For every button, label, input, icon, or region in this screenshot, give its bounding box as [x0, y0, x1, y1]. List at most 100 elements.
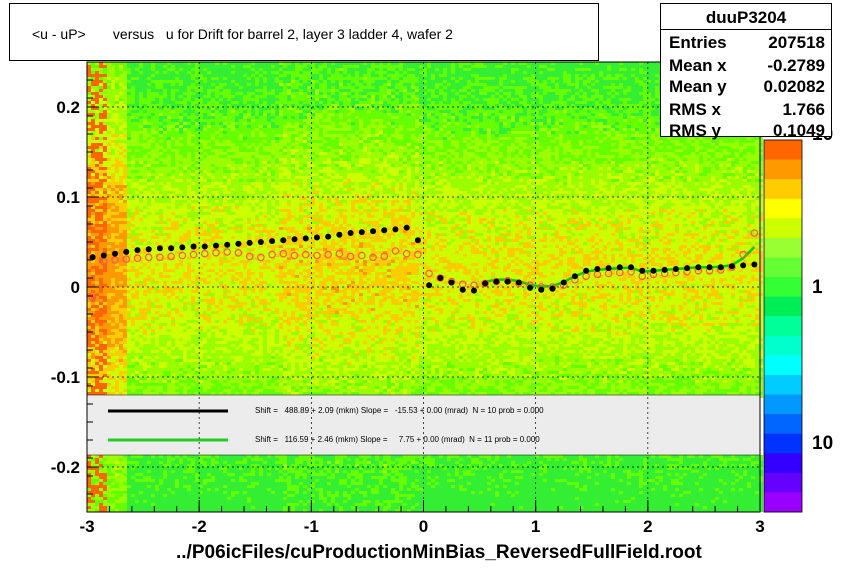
data-point-red: [492, 277, 501, 286]
palette-swatch: [764, 374, 802, 396]
z-tick-label: 1: [812, 277, 823, 298]
data-point-black: [291, 236, 298, 243]
data-point-black: [325, 233, 332, 240]
x-tick-label: 3: [755, 517, 764, 536]
data-point-black: [358, 229, 365, 236]
data-point-red: [100, 257, 108, 266]
data-point-red: [111, 256, 119, 264]
data-point-black: [426, 282, 433, 289]
data-point-red: [414, 250, 422, 259]
legend-entry-green: Shift = 116.59 + 2.46 (mkm) Slope = 7.75…: [255, 435, 540, 444]
data-point-red: [335, 249, 344, 258]
data-point-black: [538, 286, 545, 293]
data-point-black: [695, 264, 702, 271]
data-point-black: [740, 262, 747, 269]
palette-swatch: [764, 492, 802, 513]
data-point-red: [268, 250, 276, 259]
data-point-black: [145, 246, 152, 253]
data-point-red: [212, 249, 220, 257]
data-point-black: [560, 279, 567, 286]
data-point-red: [223, 248, 232, 256]
data-point-red: [245, 252, 254, 261]
data-point-red: [369, 253, 377, 262]
data-point-black: [336, 231, 343, 238]
palette-swatch: [764, 453, 802, 474]
x-tick-label: -2: [192, 517, 207, 536]
data-point-red: [313, 251, 321, 260]
data-point-black: [583, 267, 590, 274]
x-tick-label: 1: [531, 517, 540, 536]
legend-entry-black: Shift = 488.89 + 2.09 (mkm) Slope = -15.…: [255, 406, 544, 415]
data-point-red: [481, 279, 489, 288]
data-point-black: [639, 267, 646, 274]
data-point-black: [403, 224, 410, 231]
stats-name: duuP3204: [661, 8, 831, 28]
data-point-red: [391, 247, 400, 255]
y-tick-label: 0: [71, 278, 80, 297]
data-point-black: [313, 234, 320, 241]
stats-box: duuP3204 Entries 207518 Mean x -0.2789 M…: [660, 3, 832, 140]
data-point-red: [346, 252, 355, 261]
data-point-black: [168, 245, 175, 252]
stats-separator: [661, 29, 831, 30]
legend-box: [86, 394, 761, 456]
data-point-black: [257, 239, 264, 245]
palette-swatch: [764, 433, 802, 454]
x-axis-title: ../P06icFiles/cuProductionMinBias_Revers…: [176, 542, 702, 564]
data-point-black: [504, 278, 511, 285]
data-point-black: [212, 242, 219, 249]
data-point-black: [459, 286, 466, 293]
y-tick-label: 0.2: [56, 98, 80, 117]
data-point-black: [706, 264, 713, 271]
stats-value: 0.02082: [764, 77, 825, 97]
data-point-black: [302, 235, 309, 242]
data-point-black: [672, 266, 679, 272]
data-point-red: [436, 274, 445, 282]
data-point-black: [493, 278, 500, 285]
data-point-black: [751, 261, 758, 268]
palette-swatch: [764, 257, 802, 278]
stats-label: Entries: [669, 33, 727, 53]
y-tick-label: -0.2: [51, 458, 80, 477]
stats-label: Mean x: [669, 56, 727, 76]
data-point-black: [269, 238, 276, 245]
data-point-black: [717, 264, 724, 271]
data-point-red: [189, 250, 198, 259]
data-point-red: [178, 251, 187, 260]
palette-swatch: [764, 355, 802, 376]
data-point-black: [650, 267, 657, 274]
data-point-black: [190, 243, 197, 250]
palette-swatch: [764, 414, 802, 435]
palette-swatch: [764, 237, 802, 258]
palette-swatch: [764, 316, 802, 337]
data-point-black: [89, 254, 96, 261]
data-point-red: [122, 255, 131, 263]
x-tick-label: -3: [79, 517, 94, 536]
stats-label: Mean y: [669, 77, 727, 97]
palette-swatch: [764, 179, 802, 200]
data-point-black: [728, 263, 735, 270]
palette-swatch: [764, 296, 802, 317]
palette-swatch: [764, 159, 802, 180]
data-point-red: [88, 293, 97, 302]
y-tick-label: -0.1: [51, 368, 80, 387]
stats-label: RMS x: [669, 100, 721, 120]
x-tick-label: 2: [643, 517, 652, 536]
chart-title-box: <u - uP> versus u for Drift for barrel 2…: [9, 3, 599, 61]
palette-swatch: [764, 394, 802, 415]
stats-value: 207518: [768, 33, 825, 53]
palette-swatch: [764, 140, 802, 161]
data-point-black: [414, 237, 421, 244]
data-point-red: [425, 269, 433, 278]
data-point-red: [257, 253, 265, 262]
data-point-red: [234, 249, 243, 257]
data-point-black: [616, 264, 623, 271]
stats-value: -0.2789: [767, 56, 825, 76]
z-tick-label: 10: [812, 433, 833, 454]
data-point-black: [381, 227, 388, 234]
data-point-black: [628, 264, 635, 271]
palette-swatch: [764, 277, 802, 298]
data-point-black: [123, 248, 130, 255]
data-point-red: [739, 250, 747, 259]
data-point-red: [167, 252, 175, 261]
